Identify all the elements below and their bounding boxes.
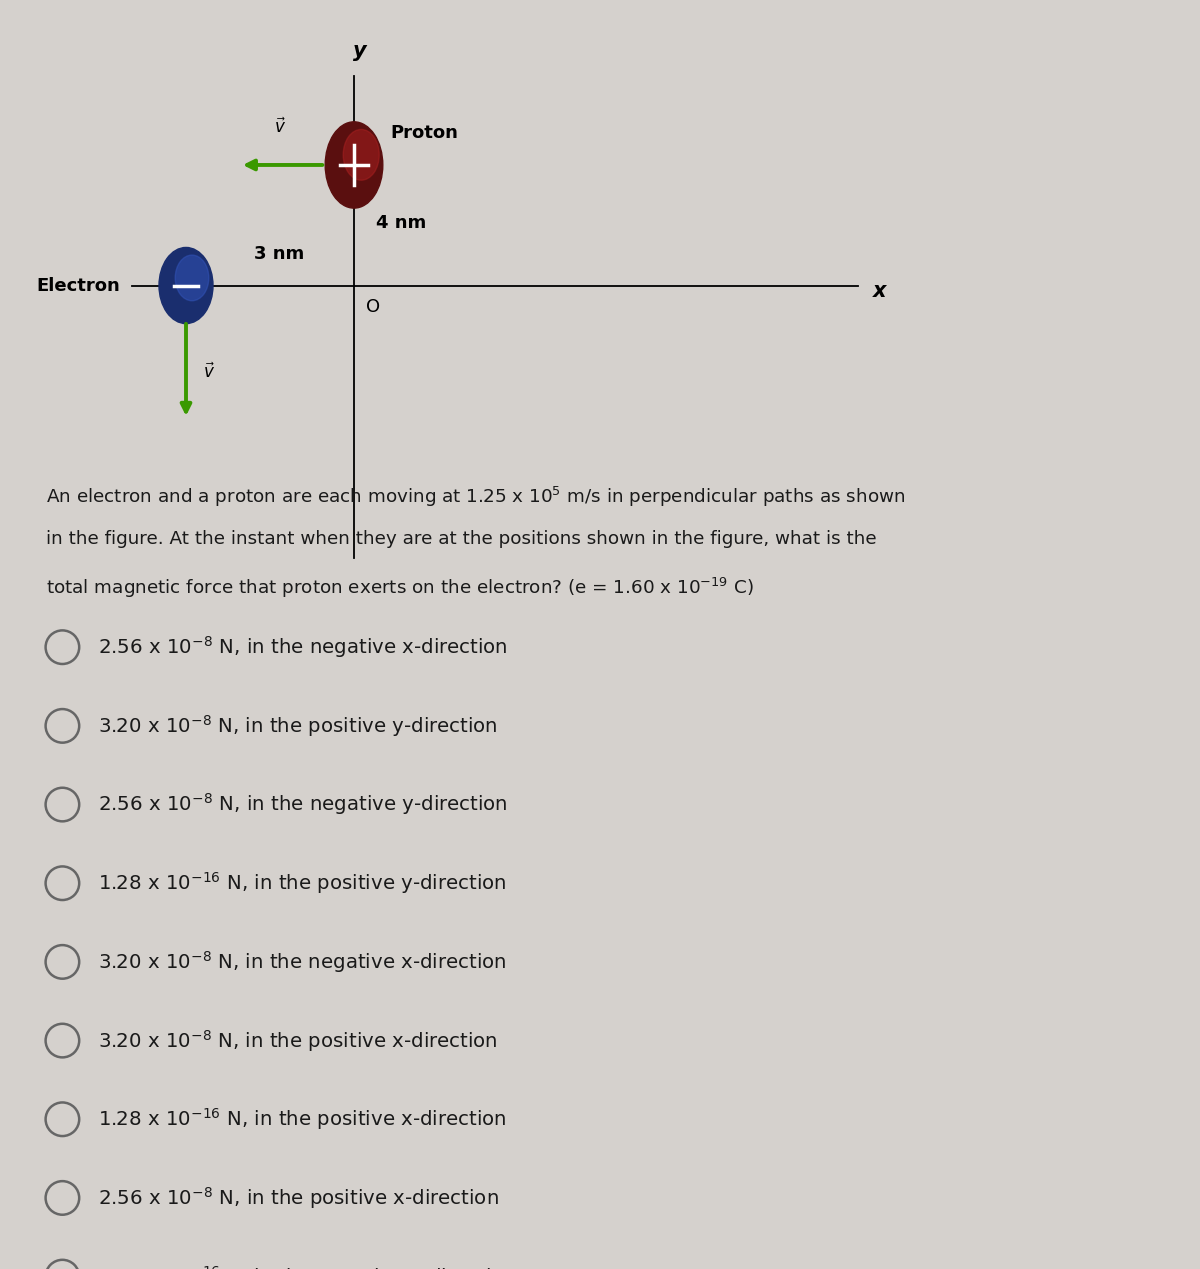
Text: 1.28 x 10$^{-16}$ N, in the positive x-direction: 1.28 x 10$^{-16}$ N, in the positive x-d… [98,1107,506,1132]
Text: 2.56 x 10$^{-8}$ N, in the positive x-direction: 2.56 x 10$^{-8}$ N, in the positive x-di… [98,1185,499,1211]
Text: 3 nm: 3 nm [254,245,305,263]
Text: 3.20 x 10$^{-8}$ N, in the positive x-direction: 3.20 x 10$^{-8}$ N, in the positive x-di… [98,1028,498,1053]
Text: 3.20 x 10$^{-8}$ N, in the positive y-direction: 3.20 x 10$^{-8}$ N, in the positive y-di… [98,713,498,739]
Ellipse shape [175,255,209,301]
Text: 3.20 x 10$^{-8}$ N, in the negative x-direction: 3.20 x 10$^{-8}$ N, in the negative x-di… [98,949,508,975]
Text: 4 nm: 4 nm [376,213,426,232]
Text: y: y [353,41,367,61]
Text: An electron and a proton are each moving at 1.25 x $10^5$ m/s in perpendicular p: An electron and a proton are each moving… [46,485,905,509]
Text: $\vec{v}$: $\vec{v}$ [203,362,215,382]
Ellipse shape [343,129,379,180]
Text: in the figure. At the instant when they are at the positions shown in the figure: in the figure. At the instant when they … [46,530,876,548]
Ellipse shape [325,122,383,208]
Text: x: x [872,280,886,301]
Text: 2.56 x 10$^{-8}$ N, in the negative y-direction: 2.56 x 10$^{-8}$ N, in the negative y-di… [98,792,508,817]
Ellipse shape [158,247,214,324]
Text: 1.28 x 10$^{-16}$ N, in the negative x-direction: 1.28 x 10$^{-16}$ N, in the negative x-d… [98,1264,516,1269]
Text: $\vec{v}$: $\vec{v}$ [274,118,286,137]
Text: Electron: Electron [36,277,120,294]
Text: 2.56 x 10$^{-8}$ N, in the negative x-direction: 2.56 x 10$^{-8}$ N, in the negative x-di… [98,634,508,660]
Text: 1.28 x 10$^{-16}$ N, in the positive y-direction: 1.28 x 10$^{-16}$ N, in the positive y-d… [98,871,506,896]
Text: Proton: Proton [390,124,458,142]
Text: O: O [366,298,380,316]
Text: total magnetic force that proton exerts on the electron? (e = 1.60 x $10^{-19}$ : total magnetic force that proton exerts … [46,576,754,600]
